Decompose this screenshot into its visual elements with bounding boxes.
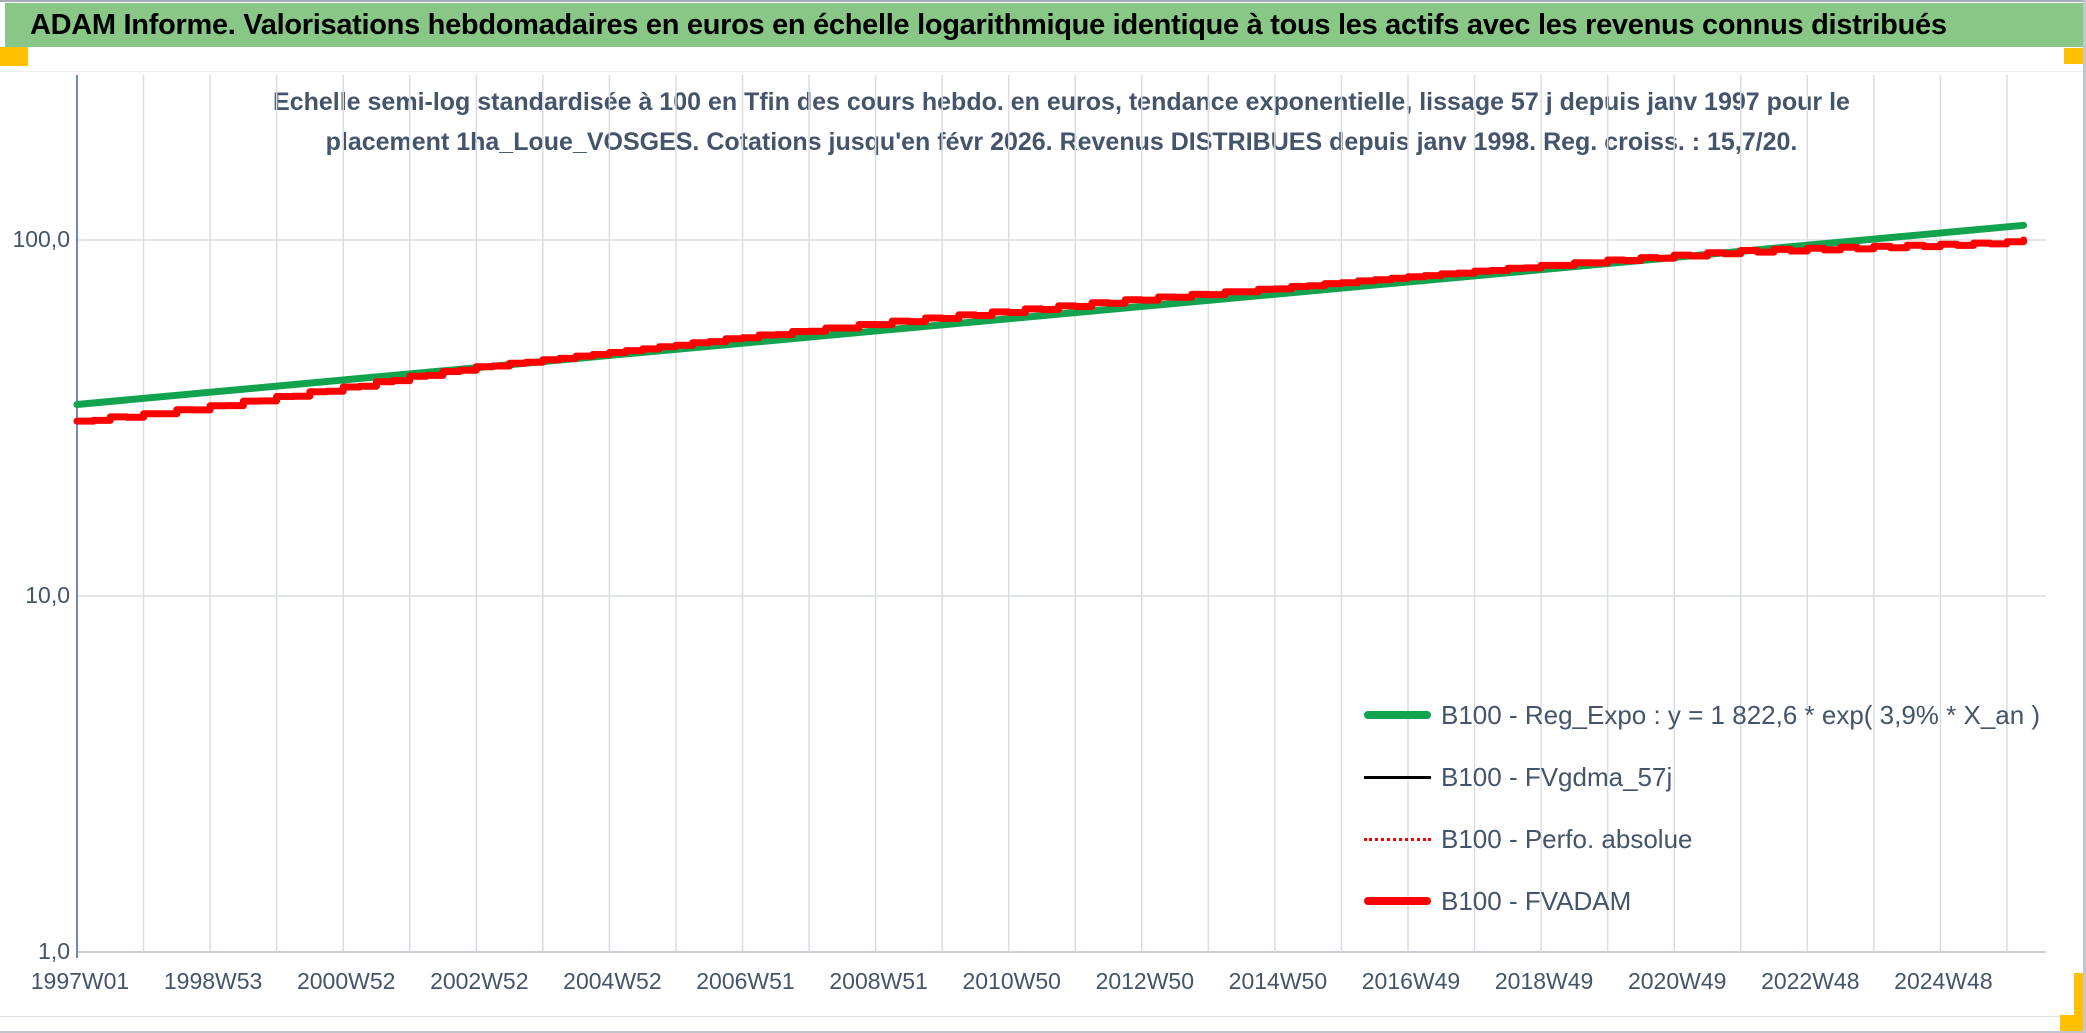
legend-item[interactable]: B100 - FVgdma_57j — [1364, 746, 2040, 808]
series-fvadam[interactable] — [73, 236, 2028, 425]
selection-marker-top-right — [2064, 48, 2086, 64]
report-title: ADAM Informe. Valorisations hebdomadaire… — [30, 8, 1947, 41]
x-tick-label: 2020W49 — [1627, 968, 1727, 994]
x-tick-label: 2022W48 — [1761, 968, 1860, 994]
x-tick-label: 2000W52 — [296, 968, 396, 994]
x-tick-label: 1998W53 — [163, 968, 263, 994]
x-tick-label: 2002W52 — [430, 968, 529, 994]
selection-marker-top-left — [0, 47, 28, 66]
divider-line — [0, 71, 2086, 72]
chart-title: Echelle semi-log standardisée à 100 en T… — [77, 82, 2046, 162]
legend-item[interactable]: B100 - FVADAM — [1364, 870, 2040, 932]
chart-title-line-2: placement 1ha_Loue_VOSGES. Cotations jus… — [325, 128, 1798, 156]
legend-swatch-dotted-line — [1364, 837, 1431, 841]
x-tick-label: 2008W51 — [829, 968, 928, 994]
legend-item[interactable]: B100 - Reg_Expo : y = 1 822,6 * exp( 3,9… — [1364, 684, 2040, 746]
y-tick-label: 1,0 — [38, 938, 70, 964]
legend-swatch-line — [1364, 775, 1431, 779]
page-top-border — [0, 0, 2086, 2]
y-tick-label: 10,0 — [25, 582, 70, 608]
x-tick-label: 2010W50 — [962, 968, 1061, 994]
page-bottom-border — [0, 1031, 2086, 1033]
chart-title-line-1: Echelle semi-log standardisée à 100 en T… — [273, 88, 1850, 116]
legend-label: B100 - FVgdma_57j — [1441, 761, 1673, 792]
legend-swatch-line — [1364, 897, 1431, 905]
x-tick-label: 2014W50 — [1228, 968, 1328, 994]
legend-label: B100 - Perfo. absolue — [1441, 823, 1693, 854]
series-fvgdma-57j[interactable] — [75, 238, 2025, 423]
page-right-border — [2083, 0, 2086, 1033]
x-tick-label: 2024W48 — [1894, 968, 1993, 994]
x-tick-label: 2018W49 — [1494, 968, 1594, 994]
chart-legend: B100 - Reg_Expo : y = 1 822,6 * exp( 3,9… — [1364, 684, 2040, 932]
x-tick-label: 2006W51 — [696, 968, 795, 994]
plot-canvas[interactable] — [0, 72, 2086, 1016]
series-perfo-absolue[interactable] — [75, 238, 2025, 423]
legend-label: B100 - FVADAM — [1441, 885, 1632, 916]
y-tick-label: 100,0 — [12, 226, 70, 252]
report-header: ADAM Informe. Valorisations hebdomadaire… — [5, 3, 2083, 47]
divider-line-bottom — [0, 1016, 2073, 1017]
legend-swatch-line — [1364, 711, 1431, 719]
x-tick-label: 2012W50 — [1095, 968, 1195, 994]
x-tick-label: 2016W49 — [1361, 968, 1461, 994]
x-tick-label: 1997W01 — [30, 968, 130, 994]
highlight-corner-bottom-right — [2060, 1015, 2086, 1033]
legend-item[interactable]: B100 - Perfo. absolue — [1364, 808, 2040, 870]
legend-label: B100 - Reg_Expo : y = 1 822,6 * exp( 3,9… — [1441, 699, 2041, 730]
chart-area[interactable]: Echelle semi-log standardisée à 100 en T… — [0, 72, 2086, 1016]
x-tick-label: 2004W52 — [563, 968, 662, 994]
